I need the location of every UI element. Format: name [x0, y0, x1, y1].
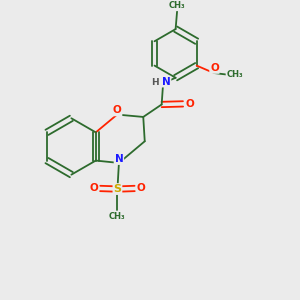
Text: CH₃: CH₃ — [109, 212, 126, 221]
Text: N: N — [115, 154, 123, 164]
Text: O: O — [113, 105, 122, 116]
Text: O: O — [137, 184, 146, 194]
Text: S: S — [113, 184, 122, 194]
Text: CH₃: CH₃ — [226, 70, 243, 79]
Text: O: O — [185, 99, 194, 109]
Text: O: O — [89, 184, 98, 194]
Text: CH₃: CH₃ — [169, 2, 185, 10]
Text: H: H — [151, 78, 159, 87]
Text: O: O — [210, 63, 219, 73]
Text: N: N — [162, 76, 170, 87]
